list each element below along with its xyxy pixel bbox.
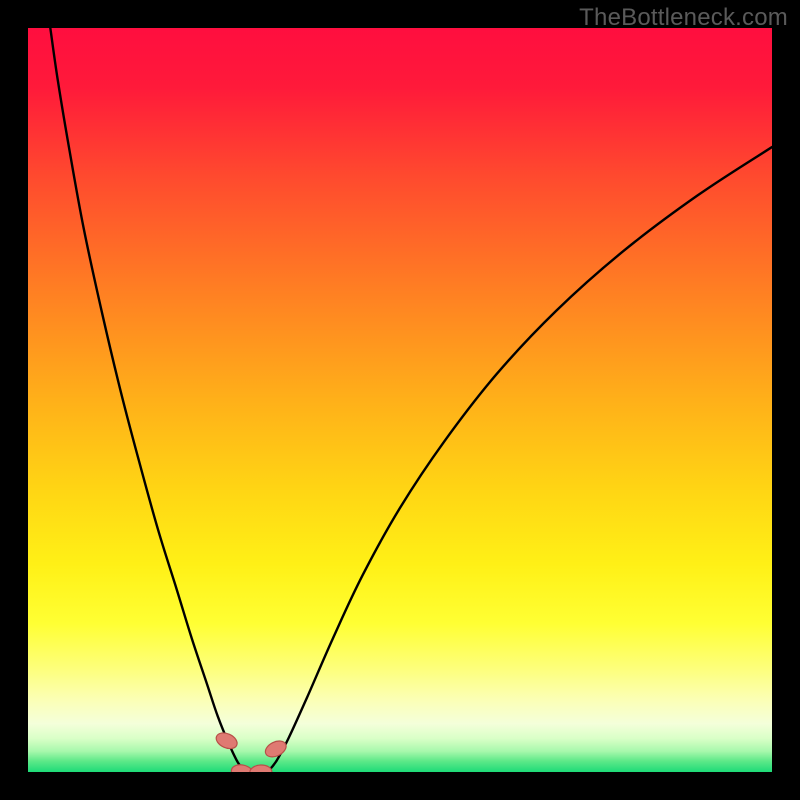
watermark-text: TheBottleneck.com xyxy=(579,4,788,32)
plot-svg xyxy=(28,28,772,772)
outer-frame: TheBottleneck.com xyxy=(0,0,800,800)
gradient-background xyxy=(28,28,772,772)
plot-area xyxy=(28,28,772,772)
